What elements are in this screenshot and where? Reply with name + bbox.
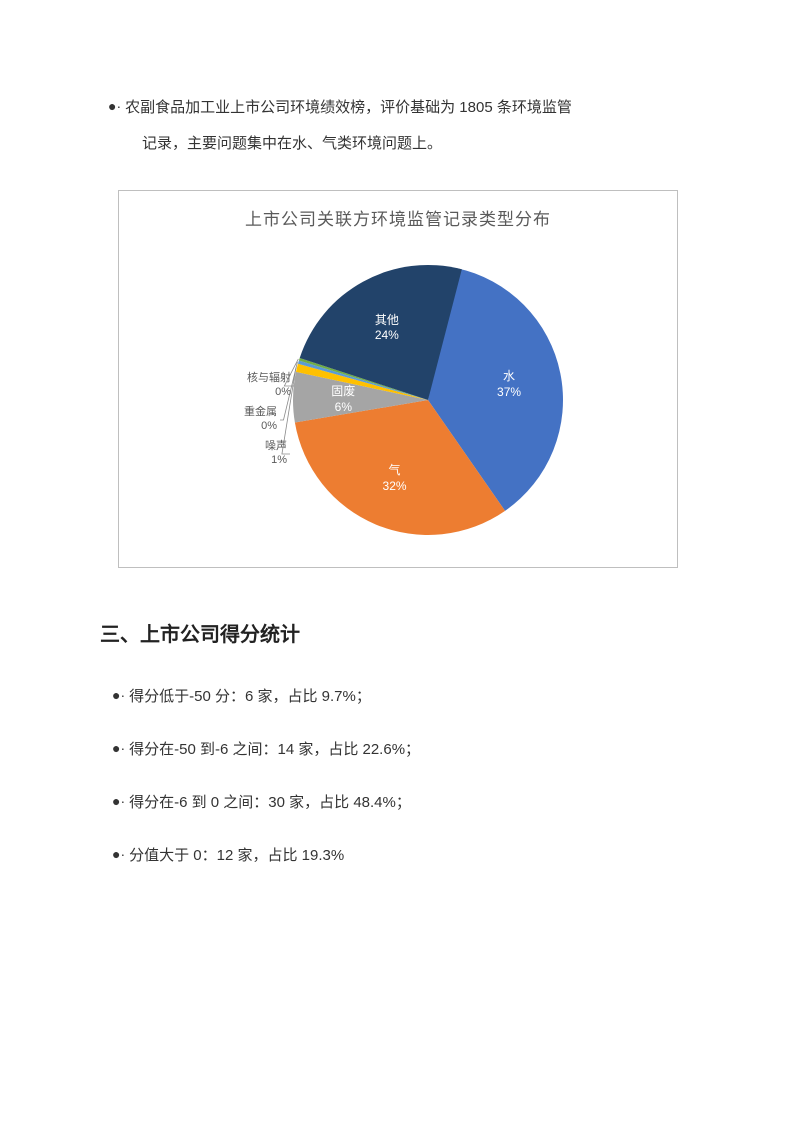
stat-text: 得分在-50 到-6 之间：14 家，占比 22.6%； [129,736,420,763]
chart-title: 上市公司关联方环境监管记录类型分布 [137,205,659,230]
intro-line-1: 农副食品加工业上市公司环境绩效榜，评价基础为 1805 条环境监管 [125,90,572,126]
pie-svg [138,236,658,556]
bullet-icon: ●· [112,736,125,761]
bullet-icon: ●· [112,789,125,814]
stat-item: ●·得分低于-50 分：6 家，占比 9.7%； [112,683,702,710]
bullet-icon: ●· [112,683,125,708]
pie-area: 水37%气32%固废6%噪声1%重金属0%核与辐射0%其他24% [137,236,659,556]
stat-item: ●·得分在-6 到 0 之间：30 家，占比 48.4%； [112,789,702,816]
intro-line-2: 记录，主要问题集中在水、气类环境问题上。 [142,126,702,162]
section-heading: 三、上市公司得分统计 [100,618,702,647]
bullet-icon: ●· [108,90,121,124]
pie-chart-container: 上市公司关联方环境监管记录类型分布 水37%气32%固废6%噪声1%重金属0%核… [118,190,678,568]
stat-text: 得分在-6 到 0 之间：30 家，占比 48.4%； [129,789,411,816]
stat-text: 得分低于-50 分：6 家，占比 9.7%； [129,683,371,710]
stat-list: ●·得分低于-50 分：6 家，占比 9.7%；●·得分在-50 到-6 之间：… [112,683,702,869]
stat-text: 分值大于 0：12 家，占比 19.3% [129,842,344,869]
stat-item: ●·分值大于 0：12 家，占比 19.3% [112,842,702,869]
stat-item: ●·得分在-50 到-6 之间：14 家，占比 22.6%； [112,736,702,763]
bullet-icon: ●· [112,842,125,867]
intro-paragraph: ●· 农副食品加工业上市公司环境绩效榜，评价基础为 1805 条环境监管 记录，… [100,90,702,162]
